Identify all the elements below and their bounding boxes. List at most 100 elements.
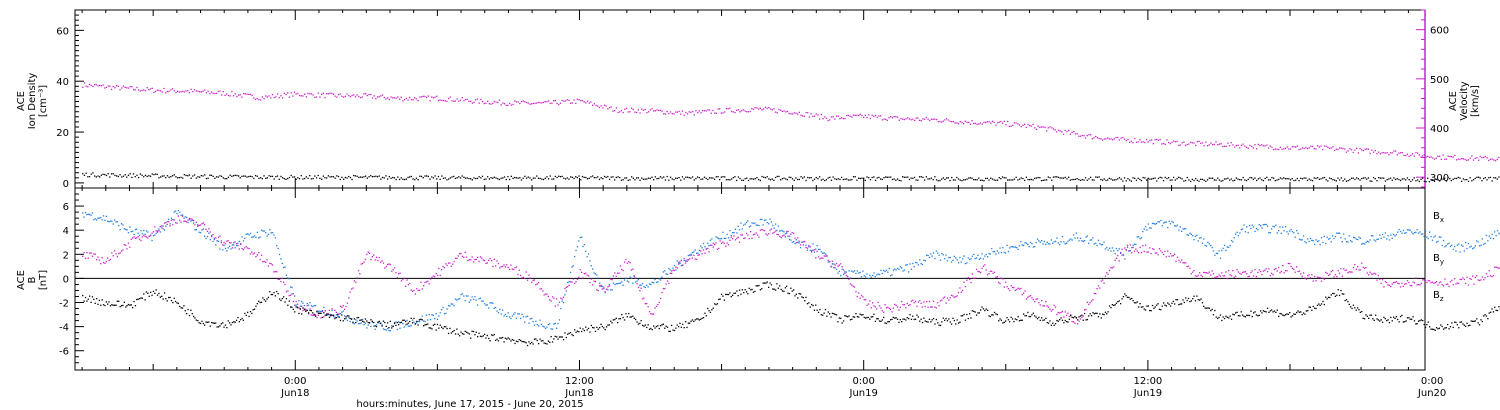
density-point bbox=[136, 174, 138, 176]
velocity-point bbox=[1232, 144, 1234, 146]
density-point bbox=[869, 179, 872, 181]
density-point bbox=[359, 176, 362, 178]
by-point bbox=[1002, 247, 1004, 249]
velocity-point bbox=[310, 93, 313, 95]
velocity-series bbox=[82, 82, 1500, 162]
velocity-point bbox=[122, 85, 125, 87]
velocity-point bbox=[1323, 145, 1326, 147]
velocity-point bbox=[597, 105, 599, 107]
by-point bbox=[870, 276, 872, 278]
velocity-point bbox=[576, 98, 578, 100]
velocity-point bbox=[112, 85, 114, 88]
bx-point bbox=[571, 333, 573, 336]
by-point bbox=[1291, 231, 1294, 233]
by-point bbox=[797, 241, 799, 243]
velocity-point bbox=[773, 108, 775, 110]
by-point bbox=[1435, 241, 1438, 243]
velocity-point bbox=[327, 93, 329, 95]
bx-point bbox=[887, 321, 889, 323]
bz-point bbox=[355, 281, 357, 283]
velocity-point bbox=[756, 107, 758, 109]
velocity-point bbox=[912, 118, 914, 120]
bz-point bbox=[790, 233, 792, 235]
by-point bbox=[339, 312, 342, 315]
bx-point bbox=[248, 315, 250, 318]
bx-point bbox=[919, 320, 921, 322]
by-point bbox=[641, 282, 644, 285]
by-point bbox=[1039, 241, 1041, 243]
bz-point bbox=[916, 305, 918, 307]
bx-point bbox=[992, 314, 994, 316]
bz-point bbox=[235, 243, 238, 245]
velocity-point bbox=[495, 101, 497, 103]
bx-point bbox=[411, 322, 414, 324]
bz-point bbox=[995, 276, 997, 278]
bx-point bbox=[1126, 296, 1129, 298]
velocity-point bbox=[629, 111, 631, 113]
density-point bbox=[795, 177, 797, 179]
bz-point bbox=[309, 308, 311, 310]
velocity-point bbox=[581, 100, 584, 102]
by-point bbox=[349, 320, 351, 323]
by-point bbox=[827, 261, 829, 263]
velocity-point bbox=[807, 112, 809, 114]
velocity-point bbox=[224, 94, 226, 96]
density-point bbox=[158, 177, 160, 179]
bz-point bbox=[632, 268, 634, 270]
by-point bbox=[314, 304, 317, 307]
bx-point bbox=[1153, 307, 1155, 309]
velocity-point bbox=[866, 116, 868, 119]
velocity-point bbox=[415, 98, 418, 100]
density-point bbox=[1227, 177, 1229, 179]
bx-point bbox=[891, 318, 893, 320]
density-point bbox=[1478, 176, 1480, 178]
bx-point bbox=[1007, 319, 1010, 321]
velocity-point bbox=[639, 112, 641, 114]
bx-point bbox=[1271, 309, 1273, 311]
density-point bbox=[1223, 178, 1226, 180]
velocity-point bbox=[268, 95, 270, 97]
by-point bbox=[504, 313, 506, 316]
density-point bbox=[217, 176, 219, 178]
by-point bbox=[1404, 232, 1406, 234]
bz-point bbox=[374, 259, 376, 261]
bz-point bbox=[87, 257, 89, 259]
velocity-point bbox=[907, 117, 909, 119]
by-point bbox=[1287, 233, 1289, 235]
by-point bbox=[1120, 252, 1122, 254]
density-point bbox=[1066, 178, 1068, 180]
density-point bbox=[957, 178, 960, 180]
by-point bbox=[597, 277, 599, 279]
velocity-point bbox=[1230, 142, 1232, 144]
bx-point bbox=[719, 298, 721, 300]
bz-point bbox=[811, 251, 813, 253]
velocity-point bbox=[322, 92, 324, 95]
bz-point bbox=[1495, 266, 1497, 268]
density-point bbox=[451, 176, 453, 178]
density-point bbox=[1295, 179, 1297, 181]
by-point bbox=[544, 327, 547, 329]
bx-point bbox=[100, 304, 102, 306]
bz-point bbox=[398, 273, 400, 275]
by-point bbox=[1390, 234, 1392, 236]
bx-point bbox=[657, 325, 659, 327]
bz-point bbox=[1049, 308, 1051, 310]
bz-point bbox=[575, 281, 577, 283]
density-point bbox=[380, 178, 382, 180]
bx-point bbox=[934, 323, 936, 325]
bz-point bbox=[338, 313, 340, 315]
velocity-point bbox=[1259, 144, 1261, 147]
bz-point bbox=[495, 265, 497, 267]
bz-point bbox=[271, 264, 274, 266]
bz-point bbox=[499, 267, 501, 269]
velocity-point bbox=[1291, 146, 1293, 148]
density-point bbox=[915, 179, 917, 181]
by-point bbox=[896, 267, 899, 269]
density-point bbox=[405, 178, 407, 180]
density-point bbox=[927, 178, 929, 180]
by-point bbox=[542, 325, 544, 327]
bx-point bbox=[1273, 310, 1276, 312]
bz-point bbox=[471, 256, 473, 258]
velocity-point bbox=[1222, 145, 1224, 148]
